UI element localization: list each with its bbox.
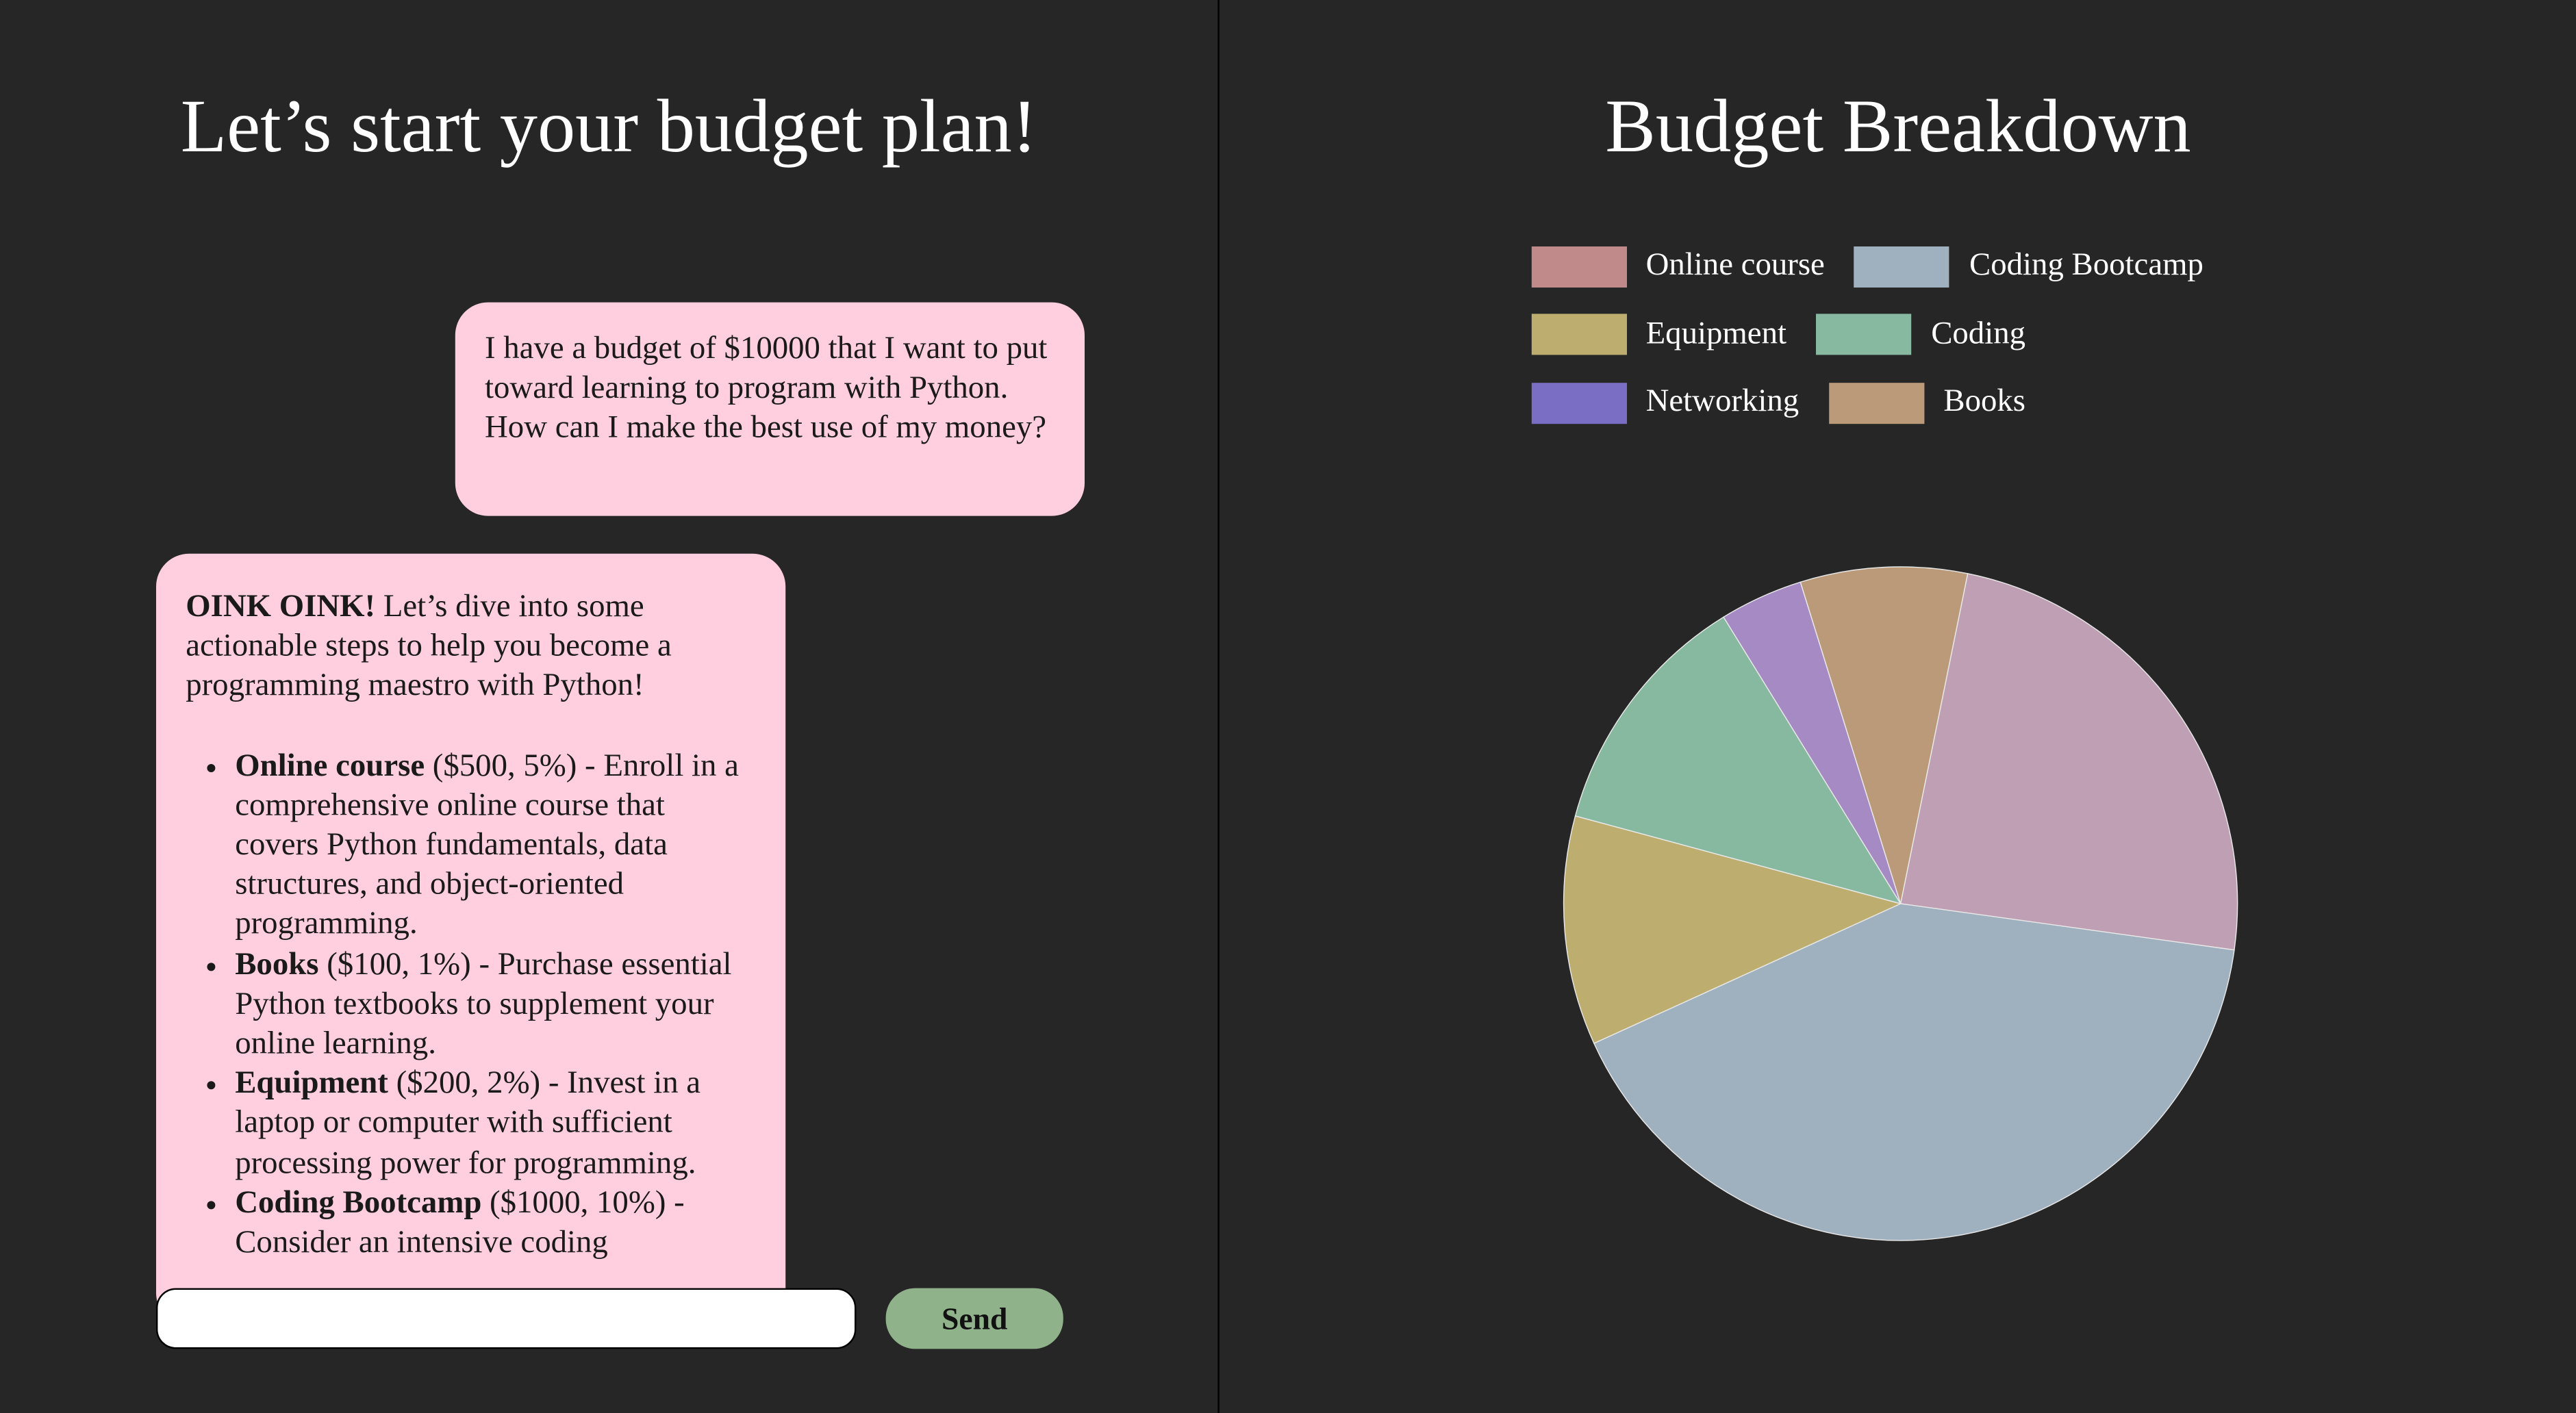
bot-intro: OINK OINK! Let’s dive into some actionab… xyxy=(186,588,756,707)
item-text: ($200, 2%) - Invest in a laptop or compu… xyxy=(235,1067,701,1181)
legend-label: Books xyxy=(1943,384,2026,419)
bot-list-item: Equipment ($200, 2%) - Invest in a lapto… xyxy=(235,1065,756,1184)
legend-label: Coding Bootcamp xyxy=(1969,248,2204,283)
bot-message: OINK OINK! Let’s dive into some actionab… xyxy=(156,553,786,1326)
pie-chart xyxy=(1562,566,2238,1241)
item-text: ($1000, 10%) - Consider an intensive cod… xyxy=(235,1186,685,1260)
legend-item: Online course xyxy=(1530,245,1825,288)
item-name: Equipment xyxy=(235,1067,388,1102)
chat-title: Let’s start your budget plan! xyxy=(180,84,1037,168)
legend-row: Networking Books xyxy=(1530,381,2303,450)
item-name: Books xyxy=(235,947,319,982)
legend-swatch xyxy=(1530,382,1626,423)
legend-swatch xyxy=(1816,314,1912,355)
item-name: Online course xyxy=(235,748,425,783)
legend-label: Coding xyxy=(1931,316,2026,351)
legend-row: Online course Coding Bootcamp xyxy=(1530,245,2303,314)
item-name: Coding Bootcamp xyxy=(235,1186,482,1221)
legend-label: Online course xyxy=(1645,248,1825,283)
legend-swatch xyxy=(1828,382,1924,423)
bot-list-item: Books ($100, 1%) - Purchase essential Py… xyxy=(235,946,756,1065)
pie-slice xyxy=(1574,616,1901,905)
send-button[interactable]: Send xyxy=(885,1288,1063,1349)
pie-slice xyxy=(1899,573,2238,951)
legend-item: Equipment xyxy=(1530,313,1786,355)
legend-item: Networking xyxy=(1530,381,1800,424)
bot-list: Online course ($500, 5%) - Enroll in a c… xyxy=(186,747,756,1264)
pie-slice xyxy=(1799,566,1968,904)
legend-item: Coding Bootcamp xyxy=(1854,245,2204,288)
pie-slice xyxy=(1562,815,1902,1044)
legend-label: Equipment xyxy=(1645,316,1786,351)
pie-slice xyxy=(1592,903,2234,1241)
legend-label: Networking xyxy=(1645,384,1800,419)
bot-list-item: Coding Bootcamp ($1000, 10%) - Consider … xyxy=(235,1184,756,1264)
chat-panel: Let’s start your budget plan! I have a b… xyxy=(0,0,1220,1413)
legend-item: Coding xyxy=(1816,313,2025,355)
bot-intro-bold: OINK OINK! xyxy=(186,589,376,625)
legend: Online course Coding Bootcamp Equipment Cod… xyxy=(1530,245,2303,450)
chart-title: Budget Breakdown xyxy=(1605,84,2191,168)
bot-list-item: Online course ($500, 5%) - Enroll in a c… xyxy=(235,747,756,945)
bot-intro-text: Let’s dive into some actionable steps to… xyxy=(186,589,672,704)
user-message: I have a budget of $10000 that I want to… xyxy=(455,302,1085,516)
item-text: ($500, 5%) - Enroll in a comprehensive o… xyxy=(235,748,739,943)
legend-item: Books xyxy=(1828,381,2025,424)
legend-swatch xyxy=(1530,245,1626,287)
legend-swatch xyxy=(1530,314,1626,355)
legend-row: Equipment Coding xyxy=(1530,313,2303,381)
message-input[interactable] xyxy=(156,1288,857,1349)
legend-swatch xyxy=(1854,245,1950,287)
item-text: ($100, 1%) - Purchase essential Python t… xyxy=(235,947,732,1062)
chart-panel: Budget Breakdown Online course Coding Boo… xyxy=(1220,0,2576,1413)
